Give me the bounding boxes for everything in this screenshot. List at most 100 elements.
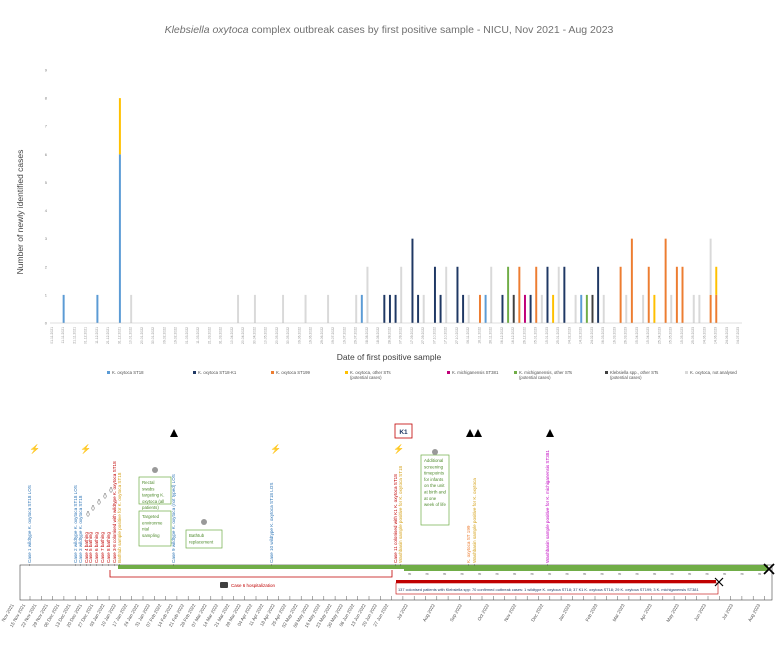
timeline-date: 06 Dec 2021 <box>43 603 61 628</box>
bar <box>557 266 560 323</box>
legend-sublabel: (potential cases) <box>350 375 382 380</box>
chart-title: Klebsiella oxytoca complex outbreak case… <box>165 24 614 36</box>
timeline-date: 28 Mar 2022 <box>225 603 242 628</box>
y-tick-label: 7 <box>45 124 48 129</box>
bar <box>681 266 684 323</box>
svg-text:sampling: sampling <box>142 533 160 538</box>
legend-swatch <box>447 371 450 374</box>
timeline-date: 04 Apr 2022 <box>236 603 253 627</box>
k1-box <box>394 423 413 439</box>
timeline-event: Case 4 bathing <box>84 532 89 563</box>
timeline-event: Case 3-8 colonised with wildtype K. oxyt… <box>112 461 117 563</box>
timeline-date: Oct 2022 <box>477 603 491 622</box>
x-tick-label: 11.11.2021 <box>61 327 65 344</box>
y-tick-label: 4 <box>45 208 48 213</box>
legend-swatch <box>271 371 274 374</box>
x-tick-label: 16.11.2022 <box>477 327 481 344</box>
bar <box>546 266 549 323</box>
legend-label: Klebsiella spp., other STs <box>610 370 658 375</box>
timeline-event: Case 8 bathing <box>106 532 111 563</box>
timeline-date: May 2023 <box>665 603 680 623</box>
drop-icon <box>109 486 113 493</box>
legend-label: K. oxytoca, not analysed <box>690 370 737 375</box>
timeline-date: Jun 2023 <box>693 603 707 622</box>
timeline-event: Case 9 wildtype K. oxytoca (not typed) L… <box>171 474 176 563</box>
timeline-date: 18 Apr 2022 <box>259 603 276 627</box>
x-tick-label: 16.03.2023 <box>612 327 616 344</box>
pipe-icon: ≈ <box>618 572 622 578</box>
svg-text:oxytoca (all: oxytoca (all <box>142 499 164 504</box>
x-tick-label: 27.10.2022 <box>455 327 459 344</box>
outbreak-summary-box <box>395 582 719 595</box>
legend-sublabel: (potential cases) <box>610 375 642 380</box>
chart-title-italic: Klebsiella oxytoca <box>165 24 249 36</box>
bar <box>327 294 330 323</box>
legend-swatch <box>514 371 517 374</box>
bar <box>529 294 532 323</box>
x-tick-label: 19.07.2022 <box>342 327 346 344</box>
bar <box>467 294 470 323</box>
legend-item: K. oxytoca, not analysed <box>685 370 737 375</box>
timeline-date: 07 Mar 2022 <box>191 603 208 628</box>
warning-icon <box>170 429 178 437</box>
gear-icon <box>201 519 207 525</box>
timeline-date: 16 May 2022 <box>304 603 322 629</box>
bar <box>501 294 504 323</box>
x-tick-label: 27.09.2022 <box>421 327 425 344</box>
bar <box>253 294 256 323</box>
x-tick-label: 10.01.2022 <box>129 327 133 344</box>
x-tick-label: 11.03.2022 <box>196 327 200 344</box>
bar <box>355 294 358 323</box>
pipe-icon: ≈ <box>671 572 675 578</box>
x-tick-label: 18.08.2022 <box>376 327 380 344</box>
timeline-date: 13 Jun 2022 <box>350 603 367 628</box>
timeline-date: Jul 2022 <box>396 603 409 621</box>
x-tick-label: 21.03.2022 <box>207 327 211 344</box>
x-tick-label: 29.06.2022 <box>320 327 324 344</box>
legend-item: K. michiganensis, other STs(potential ca… <box>514 370 572 380</box>
timeline-date: 27 Dec 2021 <box>77 603 95 628</box>
bar <box>417 294 420 323</box>
timeline-date: 15 Nov 2021 <box>9 603 27 628</box>
bar <box>462 294 465 323</box>
svg-text:Bathtub: Bathtub <box>189 533 205 538</box>
legend-swatch <box>193 371 196 374</box>
bar <box>96 294 99 323</box>
bar <box>130 294 133 323</box>
legend-item: K. oxytoca ST18-K1 <box>193 370 237 375</box>
x-tick-label: 05.05.2023 <box>669 327 673 344</box>
y-axis-label: Number of newly identified cases <box>15 150 25 275</box>
timeline-date: 30 May 2022 <box>326 603 344 629</box>
bar <box>118 98 121 155</box>
legend-swatch <box>685 371 688 374</box>
x-tick-label: 19.06.2022 <box>309 327 313 344</box>
pipe-icon: ≈ <box>601 572 605 578</box>
gear-icon <box>432 449 438 455</box>
bar <box>507 266 510 323</box>
bar <box>388 294 391 323</box>
timeline-event: Case 2 wildtype K. oxytoca ST18 LOS <box>73 485 78 563</box>
pipe-icon: ≈ <box>426 572 430 578</box>
timeline-date: Apr 2023 <box>639 603 653 622</box>
x-tick-label: 21.12.2021 <box>106 327 110 344</box>
x-tick-label: 15.04.2023 <box>646 327 650 344</box>
y-tick-label: 3 <box>45 236 48 241</box>
bar <box>602 294 605 323</box>
timeline-date: 14 Mar 2022 <box>202 603 219 628</box>
bar <box>653 294 656 323</box>
x-tick-label: 30.05.2022 <box>286 327 290 344</box>
timeline-date: 03 Jan 2022 <box>89 603 106 628</box>
pipe-icon: ≈ <box>478 572 482 578</box>
bar <box>366 266 369 323</box>
x-tick-label: 08.08.2022 <box>365 327 369 344</box>
x-tick-label: 26.12.2022 <box>522 327 526 344</box>
pipe-icon: ≈ <box>688 572 692 578</box>
timeline-date: 10 Jan 2022 <box>100 603 117 628</box>
svg-text:patients): patients) <box>142 505 159 510</box>
timeline-date: 14 Feb 2022 <box>157 603 174 628</box>
legend-label: K. oxytoca ST18 <box>112 370 144 375</box>
colonisation-bar-2 <box>404 569 768 571</box>
timeline-date: 17 Jan 2022 <box>111 603 128 628</box>
